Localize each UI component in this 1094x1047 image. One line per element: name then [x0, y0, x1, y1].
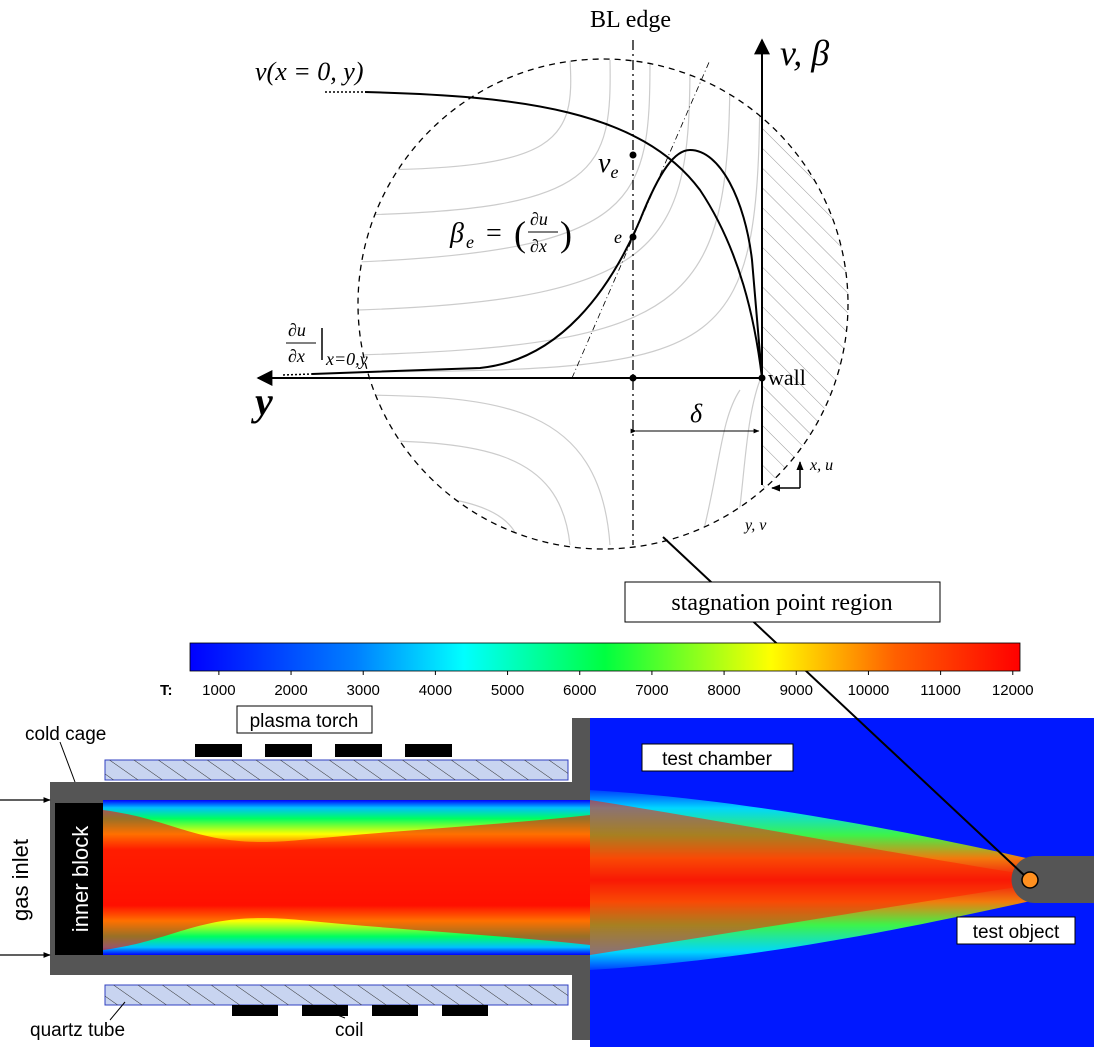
gradient-num: ∂u	[288, 320, 306, 340]
coord-y-label: y, v	[743, 517, 767, 534]
ve-label: ve	[598, 148, 618, 182]
colorbar-ticks: 1000 2000 3000 4000 5000 6000 7000 8000 9000 1000…	[202, 671, 1033, 699]
plasma-torch-label: plasma torch	[250, 711, 359, 732]
beta-num: ∂u	[530, 209, 548, 229]
coil-block	[232, 1005, 278, 1016]
coil-block	[335, 744, 382, 757]
coil-block	[442, 1005, 488, 1016]
coil-block	[195, 744, 242, 757]
beta-open: (	[514, 214, 526, 254]
quartz-hatch-bottom	[105, 985, 568, 1005]
coil-label: coil	[335, 1020, 364, 1041]
coil-block	[405, 744, 452, 757]
gradient-sub: x=0,y	[325, 349, 368, 369]
quartz-hatch-top	[105, 760, 568, 780]
axis-y-label: y	[251, 379, 273, 424]
ve-point	[630, 152, 637, 159]
delta-label: δ	[690, 399, 703, 428]
coil-block	[265, 744, 312, 757]
colorbar-label: T:	[160, 682, 173, 699]
bl-edge-label: BL edge	[590, 7, 671, 33]
quartz-tube-label: quartz tube	[30, 1020, 125, 1041]
ve-base: v	[598, 148, 611, 179]
bl-point	[630, 375, 637, 382]
gas-inlet-label: gas inlet	[8, 839, 33, 921]
wall-label: wall	[768, 365, 806, 390]
beta-eq: =	[486, 218, 502, 249]
gradient-den: ∂x	[288, 346, 305, 366]
beta-lhs: β	[449, 218, 464, 249]
colorbar-tick-label: 6000	[563, 682, 596, 699]
ve-sub: e	[610, 162, 618, 182]
inner-block-label: inner block	[68, 825, 93, 932]
colorbar-tick-label: 9000	[780, 682, 813, 699]
v-profile-label: v(x = 0, y)	[255, 57, 363, 86]
beta-close: )	[560, 214, 572, 254]
cold-cage-label: cold cage	[25, 724, 106, 745]
colorbar-tick-label: 11000	[920, 682, 961, 699]
wall-point	[759, 375, 766, 382]
diagram: BL edge v, β v(x = 0, y) ve β e = ( ∂u ∂…	[0, 0, 1094, 1047]
colorbar-tick-label: 5000	[491, 682, 524, 699]
colorbar-tick-label: 8000	[707, 682, 740, 699]
colorbar-tick-label: 10000	[848, 682, 890, 699]
stagnation-marker	[1022, 872, 1038, 888]
wall-hatch	[762, 60, 862, 490]
callout-label: stagnation point region	[671, 590, 892, 616]
beta-sub: e	[614, 227, 622, 247]
coord-x-label: x, u	[809, 457, 833, 474]
beta-lhs-sub: e	[466, 232, 474, 252]
colorbar-tick-label: 4000	[419, 682, 452, 699]
coil-block	[302, 1005, 348, 1016]
colorbar	[190, 643, 1020, 671]
axis-v-label: v, β	[780, 33, 829, 73]
beta-den: ∂x	[530, 236, 547, 256]
beta-point	[630, 234, 637, 241]
colorbar-tick-label: 12000	[992, 682, 1034, 699]
test-object-label: test object	[973, 922, 1060, 943]
gradient-lead	[283, 374, 312, 375]
test-chamber-label: test chamber	[662, 749, 772, 770]
colorbar-tick-label: 3000	[347, 682, 380, 699]
streamlines	[357, 60, 760, 545]
coil-block	[372, 1005, 418, 1016]
colorbar-tick-label: 7000	[635, 682, 668, 699]
colorbar-tick-label: 1000	[202, 682, 235, 699]
colorbar-tick-label: 2000	[274, 682, 307, 699]
leader	[60, 742, 75, 782]
